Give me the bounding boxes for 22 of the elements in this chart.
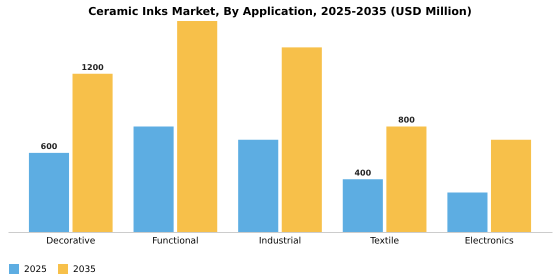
bar — [490, 140, 532, 232]
legend-label: 2025 — [24, 265, 47, 275]
bar — [447, 192, 488, 232]
x-tick-label: Electronics — [464, 236, 514, 246]
bar — [28, 152, 70, 232]
bar — [342, 179, 383, 232]
bar — [238, 140, 278, 232]
x-tick-label: Functional — [152, 236, 199, 246]
data-label: 800 — [398, 116, 416, 124]
data-label: 400 — [354, 168, 372, 178]
x-tick-label: Industrial — [258, 236, 302, 246]
data-label: 600 — [40, 142, 58, 151]
bar — [282, 47, 322, 232]
x-tick-label: Textile — [369, 236, 400, 246]
x-tick-label: Decorative — [46, 236, 96, 246]
data-label: 1200 — [81, 62, 104, 72]
legend-label: 2035 — [73, 265, 96, 275]
chart-title: Ceramic Inks Market, By Application, 2025-2035 (USD Million) — [88, 5, 472, 18]
bar — [134, 126, 174, 232]
bar — [72, 74, 113, 232]
bar — [386, 126, 426, 232]
bar — [177, 21, 218, 232]
